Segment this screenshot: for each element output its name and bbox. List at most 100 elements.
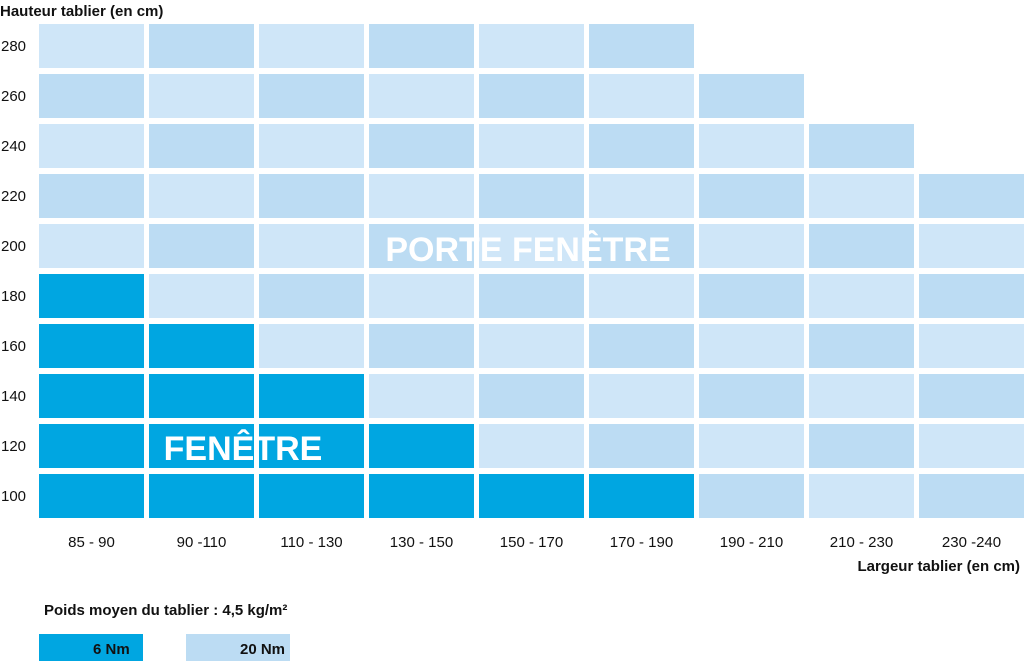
cell-280-110-130 [259,24,364,68]
cell-220-170-190 [589,174,694,218]
cell-120-130-150 [369,424,474,468]
y-tick-label: 240 [1,138,26,155]
cell-140-170-190 [589,374,694,418]
cell-160-130-150 [369,324,474,368]
cell-220-110-130 [259,174,364,218]
cell-180-170-190 [589,274,694,318]
cell-120-150-170 [479,424,584,468]
legend-label-6nm: 6 Nm [93,641,130,658]
legend-swatch-6nm [39,634,143,661]
cell-160-170-190 [589,324,694,368]
cell-260-150-170 [479,74,584,118]
cell-200-85-90 [39,224,144,268]
cell-200-170-190 [589,224,694,268]
cell-200-190-210 [699,224,804,268]
cell-120-190-210 [699,424,804,468]
cell-180-190-210 [699,274,804,318]
cell-180-90-110 [149,274,254,318]
cell-160-210-230 [809,324,914,368]
cell-100-210-230 [809,474,914,518]
x-tick-label: 110 - 130 [280,534,342,551]
cell-280-150-170 [479,24,584,68]
cell-220-130-150 [369,174,474,218]
cell-100-230-240 [919,474,1024,518]
legend-label-20nm: 20 Nm [240,641,285,658]
y-tick-label: 140 [1,388,26,405]
y-tick-label: 200 [1,238,26,255]
cell-200-90-110 [149,224,254,268]
cell-260-90-110 [149,74,254,118]
cell-140-90-110 [149,374,254,418]
cell-180-85-90 [39,274,144,318]
zone-label-fenetre: FENÊTRE [164,430,323,468]
cell-240-190-210 [699,124,804,168]
cell-200-150-170 [479,224,584,268]
cell-240-85-90 [39,124,144,168]
chart-cells [39,24,1024,518]
x-tick-label: 230 -240 [942,534,1001,551]
cell-160-90-110 [149,324,254,368]
cell-220-90-110 [149,174,254,218]
cell-220-190-210 [699,174,804,218]
legend-title: Poids moyen du tablier : 4,5 kg/m² [44,602,287,619]
cell-140-85-90 [39,374,144,418]
cell-100-85-90 [39,474,144,518]
y-axis-ticks: 100 120 140 160 180 200 220 240 260 280 [1,38,26,505]
y-axis-title: Hauteur tablier (en cm) [0,3,163,20]
cell-180-150-170 [479,274,584,318]
cell-200-110-130 [259,224,364,268]
cell-260-130-150 [369,74,474,118]
cell-260-85-90 [39,74,144,118]
cell-100-90-110 [149,474,254,518]
x-tick-label: 170 - 190 [610,534,673,551]
x-tick-label: 130 - 150 [390,534,453,551]
cell-240-210-230 [809,124,914,168]
cell-100-110-130 [259,474,364,518]
y-tick-label: 180 [1,288,26,305]
cell-140-130-150 [369,374,474,418]
cell-140-190-210 [699,374,804,418]
cell-180-130-150 [369,274,474,318]
x-axis-title: Largeur tablier (en cm) [857,558,1020,575]
y-tick-label: 220 [1,188,26,205]
cell-200-130-150 [369,224,474,268]
x-axis-ticks: 85 - 90 90 -110 110 - 130 130 - 150 150 - 17… [68,534,1001,551]
cell-120-90-110 [149,424,254,468]
cell-100-170-190 [589,474,694,518]
cell-240-170-190 [589,124,694,168]
cell-120-85-90 [39,424,144,468]
cell-280-85-90 [39,24,144,68]
cell-160-110-130 [259,324,364,368]
cell-260-170-190 [589,74,694,118]
cell-200-210-230 [809,224,914,268]
y-tick-label: 120 [1,438,26,455]
x-tick-label: 150 - 170 [500,534,563,551]
y-tick-label: 100 [1,488,26,505]
cell-120-110-130 [259,424,364,468]
cell-220-210-230 [809,174,914,218]
cell-260-190-210 [699,74,804,118]
x-tick-label: 90 -110 [177,534,227,551]
cell-240-150-170 [479,124,584,168]
cell-220-85-90 [39,174,144,218]
cell-180-230-240 [919,274,1024,318]
cell-140-230-240 [919,374,1024,418]
cell-120-210-230 [809,424,914,468]
x-tick-label: 190 - 210 [720,534,783,551]
cell-240-110-130 [259,124,364,168]
cell-280-130-150 [369,24,474,68]
cell-280-90-110 [149,24,254,68]
legend-swatch-20nm [186,634,290,661]
y-tick-label: 280 [1,38,26,55]
x-tick-label: 210 - 230 [830,534,893,551]
cell-180-110-130 [259,274,364,318]
y-tick-label: 160 [1,338,26,355]
x-tick-label: 85 - 90 [68,534,115,551]
cell-240-90-110 [149,124,254,168]
cell-220-150-170 [479,174,584,218]
cell-160-85-90 [39,324,144,368]
cell-160-230-240 [919,324,1024,368]
cell-240-130-150 [369,124,474,168]
cell-140-210-230 [809,374,914,418]
